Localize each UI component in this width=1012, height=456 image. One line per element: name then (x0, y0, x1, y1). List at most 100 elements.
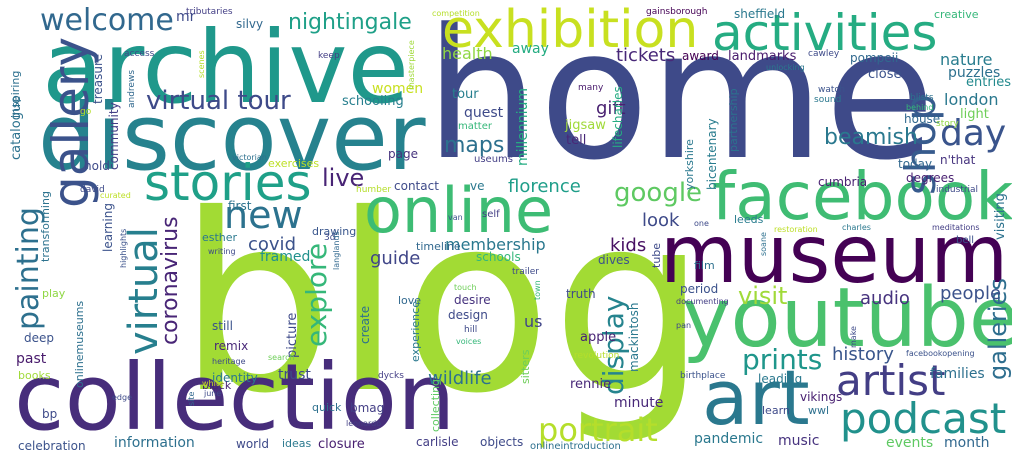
word-award: award (682, 49, 719, 63)
word-trailer: trailer (512, 267, 539, 277)
word-one: one (694, 219, 709, 228)
word-rennie: rennie (570, 377, 612, 392)
word-art: art (702, 353, 810, 442)
word-esther: esther (202, 231, 238, 244)
word-truth: truth (566, 287, 596, 301)
word-ideas: ideas (282, 437, 312, 450)
word-story: story (936, 119, 959, 129)
word-world: world (236, 437, 270, 451)
word-objects: objects (480, 435, 524, 449)
word-youtube: youtube (682, 271, 1012, 366)
word-live: live (322, 164, 365, 192)
word-3d: 3d (324, 233, 336, 243)
word-quest: quest (464, 105, 504, 121)
word-closure: closure (318, 437, 365, 452)
word-langlands: langlands (332, 231, 341, 270)
word-touch: touch (454, 283, 477, 292)
word-useums: useums (474, 154, 513, 165)
word-jigsaw: jigsaw (565, 118, 606, 133)
word-home: home (425, 0, 936, 200)
word-watch: watch (818, 85, 846, 95)
word-minute: minute (614, 395, 664, 411)
word-inspiring: inspiring (9, 70, 22, 118)
word-edge: edge (112, 393, 132, 402)
word-degrees: degrees (906, 171, 955, 185)
word-nthat: n'that (940, 153, 976, 167)
word-experience: experience (409, 301, 422, 362)
word-framed: framed (260, 249, 311, 265)
word-us: us (524, 312, 543, 331)
word-prints: prints (742, 343, 823, 376)
word-identity: identity (212, 371, 258, 385)
word-tickets: tickets (616, 45, 676, 66)
word-virtual-tour: virtual tour (146, 86, 291, 116)
word-partnership: partnership (727, 88, 740, 152)
word-gallery: gallery (42, 36, 100, 208)
word-make: make (849, 326, 858, 348)
word-light: light (960, 107, 989, 122)
word-florence: florence (508, 176, 581, 197)
word-transforming: transforming (39, 191, 52, 262)
word-birthplace: birthplace (680, 371, 726, 381)
word-exercises: exercises (268, 157, 320, 170)
word-health: health (442, 44, 493, 63)
word-audio: audio (860, 288, 910, 309)
word-film: film (694, 259, 715, 272)
word-search: search (268, 353, 295, 362)
word-visit: visit (738, 282, 788, 310)
word-play: play (42, 287, 66, 300)
word-new: new (224, 193, 303, 237)
word-quick: quick (312, 401, 342, 414)
word-voices: voices (456, 337, 482, 346)
word-museum: museum (660, 208, 1009, 301)
word-women: women (372, 81, 424, 97)
word-discover: discover (38, 84, 426, 191)
word-restoration: restoration (774, 225, 818, 234)
word-activities: activities (712, 4, 938, 62)
word-industrial: industrial (936, 185, 979, 195)
word-page: page (388, 147, 418, 161)
word-information: information (114, 435, 195, 451)
word-podcast: podcast (840, 394, 1007, 443)
word-meditations: meditations (932, 223, 980, 232)
word-site: site (187, 391, 196, 406)
word-families: families (930, 366, 985, 382)
word-remix: remix (214, 339, 249, 353)
word-sheffield: sheffield (734, 7, 786, 21)
word-andrews: andrews (127, 69, 137, 108)
word-leading: leading (758, 372, 803, 386)
word-mr: mr (176, 9, 196, 25)
word-landmarks: landmarks (728, 49, 797, 64)
word-facebook: facebook (712, 158, 1012, 235)
word-bicentenary: bicentenary (705, 118, 719, 190)
word-june: june (204, 389, 222, 398)
word-cawley: cawley (808, 49, 840, 59)
word-google: google (614, 178, 703, 208)
word-access: access (124, 49, 155, 59)
word-go: go (80, 107, 92, 117)
word-membership: membership (445, 235, 546, 254)
word-nature: nature (940, 50, 993, 69)
word-soane: soane (759, 232, 768, 256)
word-month: month (944, 435, 990, 451)
word-contact: contact (394, 179, 439, 193)
word-leonardo: leonardo (346, 419, 382, 428)
word-close: close (868, 67, 902, 82)
word-competition: competition (432, 9, 480, 18)
word-david: david (80, 185, 105, 195)
word-hill: hill (464, 325, 478, 335)
word-charles: charles (842, 223, 871, 232)
word-people: people (940, 283, 1002, 304)
word-unlocking: unlocking (766, 63, 805, 72)
word-covid: covid (248, 234, 296, 255)
word-books: books (18, 369, 51, 382)
word-pandemic: pandemic (694, 431, 764, 447)
word-creative: creative (934, 8, 979, 21)
word-bell: bell (956, 235, 975, 246)
word-van: van (448, 213, 463, 222)
word-white: white (202, 379, 224, 388)
word-apple: apple (580, 330, 617, 345)
word-tributaries: tributaries (186, 7, 233, 17)
word-tour: tour (452, 87, 479, 102)
word-many: many (578, 83, 604, 93)
